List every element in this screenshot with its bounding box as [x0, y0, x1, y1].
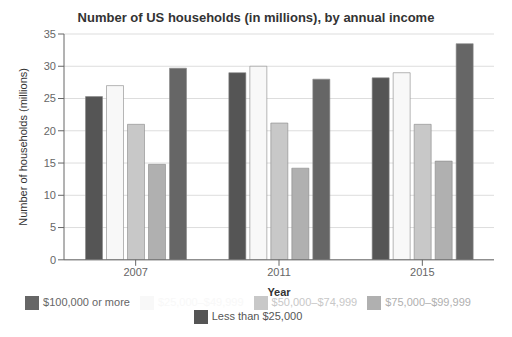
html-text:$25,000–$49,999: $25,000–$49,999 [157, 295, 244, 308]
svg-text:2007: 2007 [123, 266, 147, 278]
html-text:$50,000–$74,999: $50,000–$74,999 [271, 295, 358, 308]
svg-text:10: 10 [44, 189, 56, 201]
svg-text:20: 20 [44, 125, 56, 137]
svg-text:2011: 2011 [267, 266, 291, 278]
svg-text:35: 35 [44, 28, 56, 40]
svg-text:Number of households (millions: Number of households (millions) [17, 68, 29, 226]
svg-text:Year: Year [267, 286, 291, 298]
svg-text:0: 0 [50, 254, 56, 266]
html-text:Number of US households (in mi: Number of US households (in millions), b… [77, 10, 435, 25]
html-text:Less than $25,000: Less than $25,000 [211, 309, 303, 322]
html-text:$100,000 or more: $100,000 or more [43, 295, 130, 308]
html-text:$75,000–$99,999: $75,000–$99,999 [385, 295, 471, 308]
svg-text:5: 5 [50, 221, 56, 233]
svg-text:30: 30 [44, 60, 56, 72]
svg-text:2015: 2015 [410, 266, 434, 278]
svg-text:25: 25 [44, 92, 56, 104]
svg-text:15: 15 [44, 157, 56, 169]
